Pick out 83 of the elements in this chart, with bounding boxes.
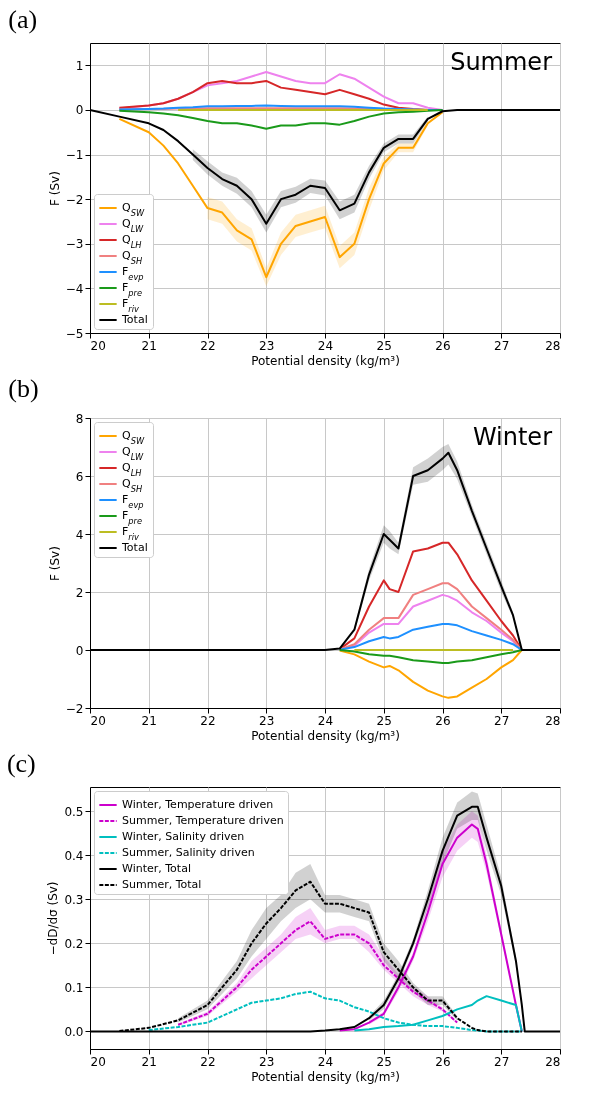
x-tick-label: 21: [141, 338, 157, 353]
x-tick-label: 23: [259, 713, 275, 728]
legend-label: F$_{riv}$: [122, 297, 140, 314]
legend-label: Q$_{LH}$: [122, 461, 142, 478]
y-axis-title: −dD/dσ (Sv): [46, 881, 61, 956]
chart-title: (a): [8, 5, 38, 34]
y-tick-label: 0: [75, 643, 84, 658]
y-axis-title: F (Sv): [47, 171, 62, 206]
x-tick-label: 27: [494, 1054, 510, 1069]
x-tick-label: 22: [200, 713, 216, 728]
x-tick-label: 22: [200, 338, 216, 353]
x-tick-label: 24: [317, 713, 334, 728]
y-tick-label: −4: [65, 281, 84, 296]
legend-label: Q$_{LW}$: [122, 217, 144, 234]
legend-label: Q$_{LW}$: [122, 445, 144, 462]
legend-label: Summer, Temperature driven: [122, 814, 284, 827]
legend-label: F$_{evp}$: [122, 493, 144, 510]
y-tick-label: 0.5: [64, 804, 84, 819]
legend-label: Summer, Total: [122, 878, 202, 891]
x-tick-label: 23: [259, 338, 275, 353]
x-tick-label: 21: [141, 713, 157, 728]
x-axis-title: Potential density (kg/m³): [251, 353, 400, 368]
legend-label: Total: [121, 313, 148, 326]
legend-label: Q$_{SH}$: [122, 477, 143, 494]
x-tick-label: 20: [90, 338, 106, 353]
x-tick-label: 27: [494, 338, 510, 353]
x-tick-label: 24: [317, 1054, 334, 1069]
legend-label: Winter, Temperature driven: [122, 798, 274, 811]
y-tick-label: 2: [75, 585, 84, 600]
legend-label: Winter, Total: [122, 862, 191, 875]
legend-label: Total: [121, 541, 148, 554]
legend-label: Summer, Salinity driven: [122, 846, 255, 859]
y-tick-label: −2: [65, 192, 84, 207]
legend-label: Q$_{SW}$: [122, 429, 145, 446]
x-tick-label: 24: [317, 338, 334, 353]
x-tick-label: 20: [90, 713, 106, 728]
line-series: [118, 108, 444, 130]
x-tick-label: 25: [376, 1054, 392, 1069]
y-tick-label: −1: [65, 148, 84, 163]
y-tick-label: −2: [65, 701, 84, 716]
line-series: [338, 622, 523, 651]
y-tick-label: −3: [65, 237, 84, 252]
y-tick-label: 6: [75, 469, 84, 484]
y-tick-label: 0.1: [64, 980, 84, 995]
x-tick-label: 27: [494, 713, 510, 728]
x-tick-label: 20: [90, 1054, 106, 1069]
x-tick-label: 26: [435, 1054, 451, 1069]
legend-label: F$_{pre}$: [122, 509, 143, 526]
line-series: [338, 649, 523, 699]
y-axis-title: F (Sv): [47, 546, 62, 581]
x-tick-label: 28: [545, 713, 561, 728]
chart-title: (c): [6, 749, 36, 778]
x-tick-label: 28: [545, 1054, 561, 1069]
y-tick-label: 1: [75, 58, 84, 73]
y-tick-label: 0: [75, 103, 84, 118]
chart-title: (b): [8, 374, 39, 403]
y-tick-label: 0.2: [64, 936, 84, 951]
x-tick-label: 23: [259, 1054, 275, 1069]
y-tick-label: −5: [65, 326, 84, 341]
y-tick-label: 0.4: [64, 848, 84, 863]
x-tick-label: 26: [435, 338, 451, 353]
y-tick-label: 0.0: [64, 1024, 84, 1039]
x-tick-label: 25: [376, 713, 392, 728]
y-tick-label: 0.3: [64, 892, 84, 907]
y-tick-label: 8: [75, 411, 84, 426]
legend-label: F$_{evp}$: [122, 265, 144, 282]
x-tick-label: 25: [376, 338, 392, 353]
line-series: [338, 649, 523, 665]
legend-label: Q$_{SH}$: [122, 249, 143, 266]
legend-label: Winter, Salinity driven: [122, 830, 245, 843]
x-tick-label: 21: [141, 1054, 157, 1069]
annotation: Winter: [472, 423, 553, 451]
x-tick-label: 22: [200, 1054, 216, 1069]
legend-label: F$_{riv}$: [122, 525, 140, 542]
legend-label: Q$_{LH}$: [122, 233, 142, 250]
y-tick-label: 4: [75, 527, 84, 542]
x-axis-title: Potential density (kg/m³): [251, 1069, 400, 1084]
x-tick-label: 28: [545, 338, 561, 353]
annotation: Summer: [450, 48, 553, 76]
legend-label: F$_{pre}$: [122, 281, 143, 298]
legend-label: Q$_{SW}$: [122, 201, 145, 218]
x-tick-label: 26: [435, 713, 451, 728]
x-axis-title: Potential density (kg/m³): [251, 728, 400, 743]
